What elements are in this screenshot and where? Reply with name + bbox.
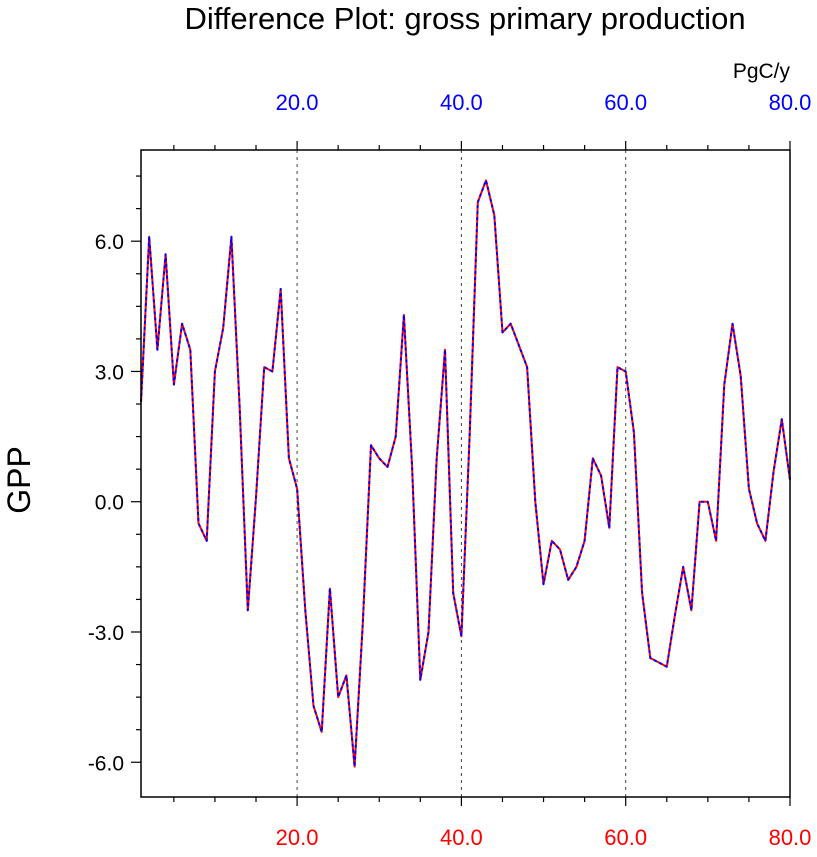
- chart-title: Difference Plot: gross primary productio…: [184, 1, 745, 36]
- tick-labels: 20.0 20.0 40.0 40.0 60.0 60.0 80.0 80.0 -6.0 -3.0…: [88, 90, 812, 850]
- x-tick-label-bottom: 80.0: [769, 825, 812, 850]
- y-tick-label: 3.0: [95, 361, 124, 384]
- axis-ticks: [131, 141, 791, 806]
- x-tick-label-top: 80.0: [769, 90, 812, 115]
- y-tick-label: -6.0: [88, 752, 124, 775]
- plot-frame: [140, 149, 791, 798]
- y-axis-label: GPP: [1, 446, 37, 514]
- series-lines: [140, 179, 791, 768]
- line-blue: [140, 179, 791, 768]
- grid-lines: [296, 150, 627, 797]
- x-tick-label-bottom: 40.0: [440, 825, 483, 850]
- y-tick-label: 0.0: [95, 492, 124, 515]
- line-red: [140, 179, 791, 768]
- x-tick-label-top: 40.0: [440, 90, 483, 115]
- units-label: PgC/y: [733, 60, 791, 83]
- x-tick-label-bottom: 60.0: [604, 825, 647, 850]
- y-tick-label: 6.0: [95, 231, 124, 254]
- x-tick-label-top: 20.0: [276, 90, 319, 115]
- x-tick-label-bottom: 20.0: [276, 825, 319, 850]
- y-tick-label: -3.0: [88, 622, 124, 645]
- x-tick-label-top: 60.0: [604, 90, 647, 115]
